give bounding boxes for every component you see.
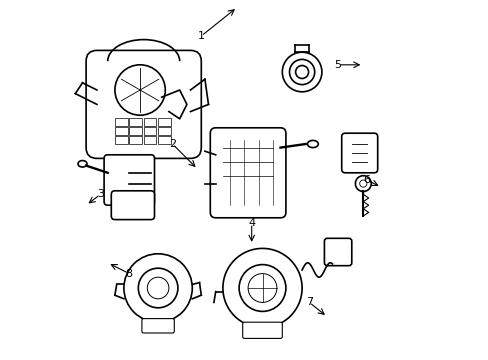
Text: 5: 5 [334,60,341,70]
Bar [129,118,142,126]
FancyBboxPatch shape [242,322,282,338]
Circle shape [289,59,314,85]
FancyBboxPatch shape [104,155,154,205]
Bar [143,118,156,126]
Circle shape [282,52,321,92]
FancyBboxPatch shape [324,238,351,266]
Circle shape [123,254,192,322]
Ellipse shape [78,161,87,167]
Ellipse shape [307,140,318,148]
Circle shape [359,180,366,187]
FancyBboxPatch shape [210,128,285,218]
FancyBboxPatch shape [341,133,377,173]
Circle shape [223,248,302,328]
Ellipse shape [115,65,165,115]
Text: 6: 6 [363,175,369,185]
Bar [158,136,170,144]
Text: 1: 1 [197,31,204,41]
Bar [115,118,127,126]
Circle shape [147,277,168,299]
Bar [129,136,142,144]
Bar [143,127,156,135]
Bar [143,136,156,144]
Text: 7: 7 [305,297,312,307]
FancyBboxPatch shape [86,50,201,158]
Bar [158,118,170,126]
Circle shape [295,66,308,78]
Bar [115,127,127,135]
Circle shape [355,176,370,192]
Circle shape [247,274,276,302]
Bar [115,136,127,144]
Text: 2: 2 [168,139,176,149]
FancyBboxPatch shape [111,191,154,220]
FancyBboxPatch shape [142,319,174,333]
Circle shape [239,265,285,311]
Text: 3: 3 [97,189,104,199]
Text: 8: 8 [125,269,133,279]
Circle shape [138,268,178,308]
Text: 4: 4 [247,218,255,228]
Bar [129,127,142,135]
Bar [158,127,170,135]
